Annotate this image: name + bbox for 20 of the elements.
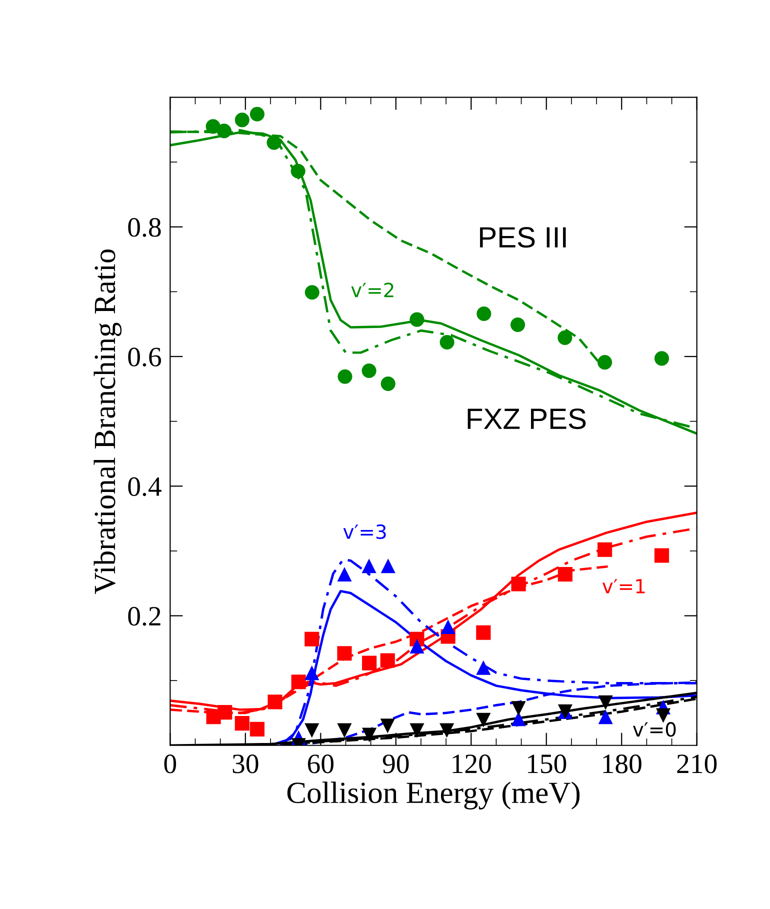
y-tick-label: 0.6	[128, 348, 162, 367]
x-axis-title: Collision Energy (meV)	[287, 782, 580, 810]
x-tick-label: 120	[452, 754, 491, 774]
y-tick-label: 0.8	[128, 218, 161, 237]
x-tick-label: 90	[382, 754, 409, 774]
annotation: v′=3	[343, 524, 386, 540]
y-axis-title: Vibrational Branching Ratio	[94, 249, 122, 594]
x-tick-label: 150	[528, 754, 566, 774]
annotation: FXZ PES	[468, 408, 586, 430]
annotation: v′=2	[351, 282, 394, 298]
x-tick-label: 210	[677, 754, 717, 774]
annotation: v′=1	[602, 579, 645, 594]
x-tick-label: 60	[308, 754, 334, 774]
y-tick-label: 0.2	[128, 606, 160, 626]
annotation: v′=0	[633, 722, 676, 737]
y-tick-label: 0.4	[128, 477, 162, 496]
x-tick-label: 30	[232, 754, 258, 774]
x-tick-label: 180	[603, 754, 642, 774]
annotation: PES III	[480, 227, 566, 248]
x-tick-label: 0	[164, 754, 176, 774]
